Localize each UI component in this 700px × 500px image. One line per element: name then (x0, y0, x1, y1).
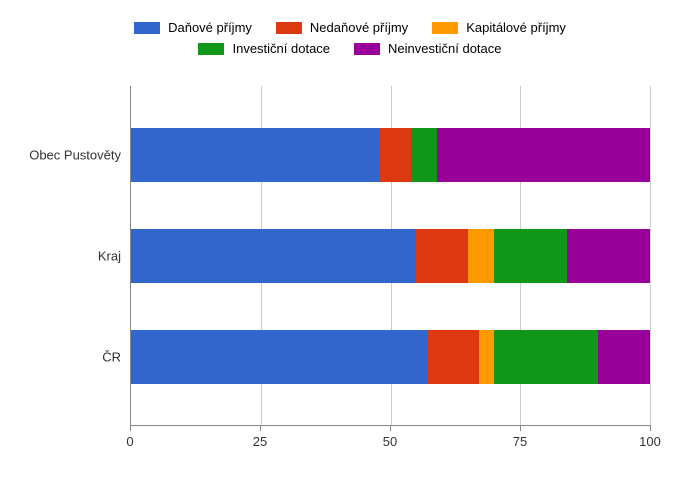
plot-area: Obec Pustověty Kraj ČR (130, 86, 650, 426)
legend-label: Nedaňové příjmy (310, 20, 408, 35)
legend-swatch (354, 43, 380, 55)
x-tick-mark (520, 425, 521, 431)
legend-item-investicni: Investiční dotace (198, 41, 330, 56)
x-tick-mark (130, 425, 131, 431)
segment-nedanove (416, 229, 468, 283)
legend-item-neinvesticni: Neinvestiční dotace (354, 41, 501, 56)
legend-item-nedanove: Nedaňové příjmy (276, 20, 408, 35)
segment-danove (131, 128, 380, 182)
segment-neinvesticni (567, 229, 650, 283)
segment-nedanove (427, 330, 479, 384)
segment-investicni (411, 128, 437, 182)
x-tick-label: 50 (383, 434, 397, 449)
x-axis: 0255075100 (130, 426, 650, 456)
segment-kapitalove (468, 229, 494, 283)
x-tick-label: 0 (126, 434, 133, 449)
segment-nedanove (380, 128, 411, 182)
segment-investicni (494, 330, 598, 384)
x-tick-mark (650, 425, 651, 431)
segment-neinvesticni (598, 330, 650, 384)
bar-row: Kraj (131, 229, 650, 283)
category-label: Obec Pustověty (29, 147, 131, 162)
legend-label: Daňové příjmy (168, 20, 252, 35)
segment-danove (131, 330, 427, 384)
chart-container: Daňové příjmy Nedaňové příjmy Kapitálové p… (0, 0, 700, 500)
x-tick-label: 100 (639, 434, 661, 449)
bar-stack (131, 330, 650, 384)
bar-stack (131, 229, 650, 283)
bar-row: Obec Pustověty (131, 128, 650, 182)
legend-swatch (198, 43, 224, 55)
category-label: Kraj (98, 248, 131, 263)
grid-line (650, 86, 651, 425)
segment-danove (131, 229, 416, 283)
legend-label: Kapitálové příjmy (466, 20, 566, 35)
x-tick-label: 25 (253, 434, 267, 449)
x-tick-label: 75 (513, 434, 527, 449)
segment-neinvesticni (437, 128, 650, 182)
legend-item-kapitalove: Kapitálové příjmy (432, 20, 566, 35)
segment-investicni (494, 229, 567, 283)
bars-container: Obec Pustověty Kraj ČR (131, 86, 650, 425)
legend: Daňové příjmy Nedaňové příjmy Kapitálové p… (30, 20, 670, 56)
x-tick-mark (260, 425, 261, 431)
legend-item-danove: Daňové příjmy (134, 20, 252, 35)
category-label: ČR (102, 349, 131, 364)
legend-swatch (432, 22, 458, 34)
legend-label: Investiční dotace (232, 41, 330, 56)
segment-kapitalove (479, 330, 495, 384)
x-tick-mark (390, 425, 391, 431)
legend-label: Neinvestiční dotace (388, 41, 501, 56)
legend-swatch (276, 22, 302, 34)
bar-stack (131, 128, 650, 182)
bar-row: ČR (131, 330, 650, 384)
legend-swatch (134, 22, 160, 34)
